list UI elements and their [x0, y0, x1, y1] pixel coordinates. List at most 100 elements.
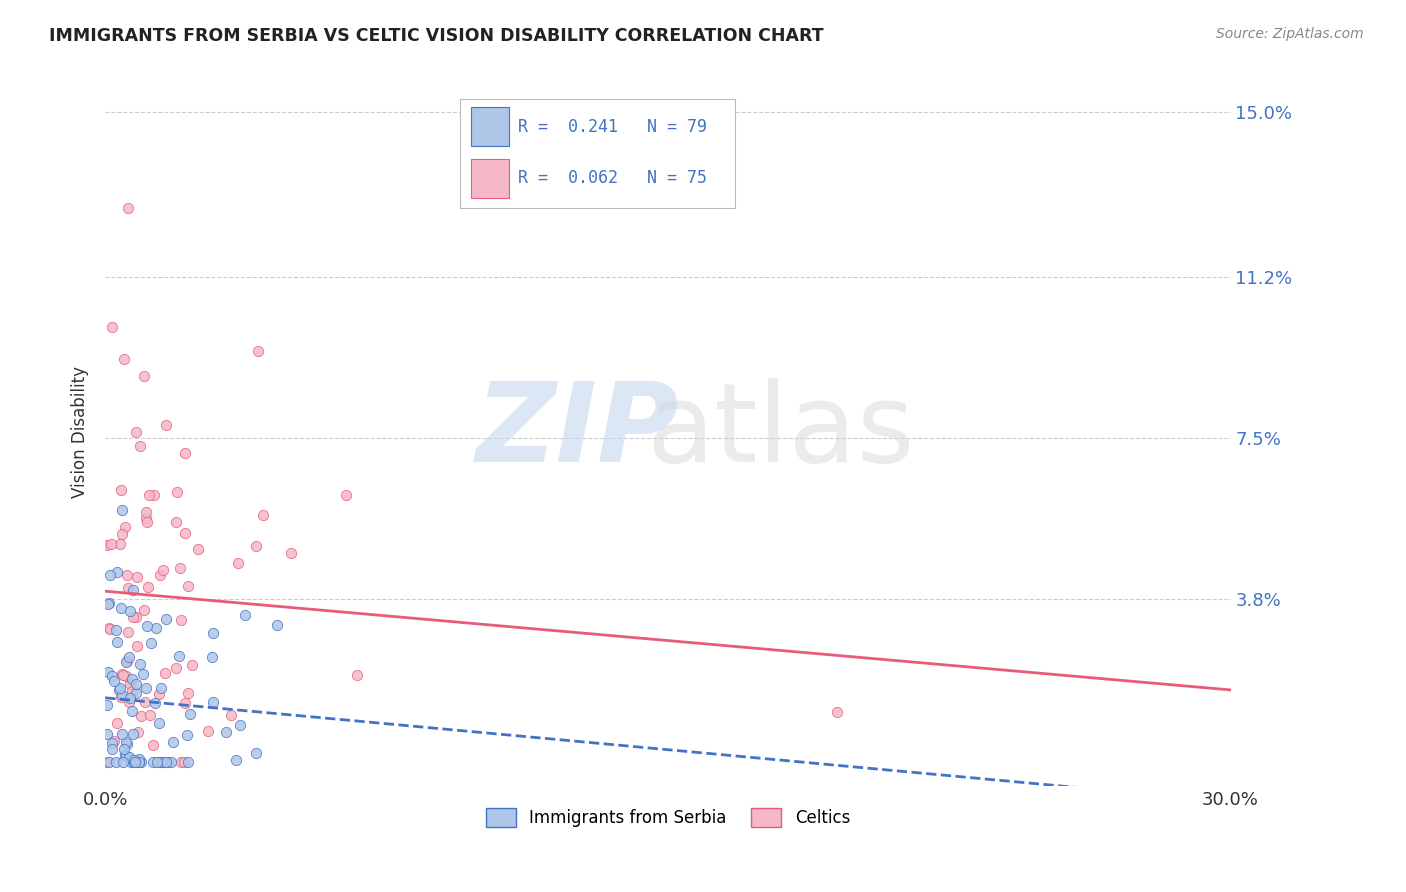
Point	[96, 698, 118, 712]
Point	[128, 755, 150, 769]
Point	[105, 715, 128, 730]
Point	[97, 597, 120, 611]
Point	[145, 622, 167, 636]
Point	[120, 755, 142, 769]
Point	[111, 727, 134, 741]
Point	[118, 677, 141, 691]
Legend: Immigrants from Serbia, Celtics: Immigrants from Serbia, Celtics	[479, 802, 856, 834]
Point	[111, 667, 134, 681]
Point	[169, 561, 191, 575]
Point	[124, 677, 146, 691]
Point	[105, 565, 128, 579]
Point	[152, 563, 174, 577]
Point	[134, 369, 156, 384]
Point	[115, 654, 138, 668]
Point	[346, 668, 368, 682]
Point	[148, 716, 170, 731]
Point	[129, 657, 152, 672]
Point	[120, 604, 142, 618]
Point	[266, 618, 288, 632]
Point	[135, 618, 157, 632]
Point	[110, 483, 132, 497]
Point	[117, 567, 139, 582]
Point	[103, 674, 125, 689]
Text: atlas: atlas	[647, 378, 915, 485]
Point	[245, 539, 267, 553]
Point	[96, 727, 118, 741]
Point	[122, 610, 145, 624]
Point	[149, 755, 172, 769]
Point	[105, 755, 128, 769]
Point	[134, 695, 156, 709]
Point	[142, 755, 165, 769]
Point	[149, 681, 172, 696]
Point	[118, 690, 141, 705]
Point	[118, 750, 141, 764]
Point	[115, 656, 138, 670]
Point	[97, 665, 120, 679]
Point	[146, 755, 169, 769]
Point	[112, 351, 135, 366]
Point	[98, 623, 121, 637]
Point	[134, 602, 156, 616]
Point	[167, 648, 190, 663]
Point	[177, 755, 200, 769]
Point	[122, 726, 145, 740]
Point	[127, 639, 149, 653]
Point	[97, 621, 120, 635]
Point	[125, 570, 148, 584]
Point	[135, 681, 157, 695]
Point	[280, 546, 302, 560]
Point	[201, 650, 224, 665]
Text: ZIP: ZIP	[477, 378, 679, 485]
Point	[117, 624, 139, 639]
Point	[124, 425, 146, 439]
Point	[170, 755, 193, 769]
Point	[173, 755, 195, 769]
Point	[229, 718, 252, 732]
Text: Source: ZipAtlas.com: Source: ZipAtlas.com	[1216, 27, 1364, 41]
Point	[187, 542, 209, 557]
Point	[98, 567, 121, 582]
Point	[245, 746, 267, 760]
Point	[166, 484, 188, 499]
Point	[121, 684, 143, 698]
Point	[152, 755, 174, 769]
Point	[135, 505, 157, 519]
Point	[129, 755, 152, 769]
Point	[122, 753, 145, 767]
Point	[110, 537, 132, 551]
Point	[115, 737, 138, 751]
Point	[197, 724, 219, 739]
Point	[135, 516, 157, 530]
Point	[97, 596, 120, 610]
Point	[176, 728, 198, 742]
Point	[124, 755, 146, 769]
Point	[122, 582, 145, 597]
Point	[148, 755, 170, 769]
Point	[103, 733, 125, 747]
Point	[233, 607, 256, 622]
Point	[108, 683, 131, 698]
Point	[335, 488, 357, 502]
Point	[252, 508, 274, 522]
Point	[101, 742, 124, 756]
Point	[173, 525, 195, 540]
Point	[96, 755, 118, 769]
Point	[135, 511, 157, 525]
Point	[202, 695, 225, 709]
Point	[156, 755, 179, 769]
Point	[96, 538, 118, 552]
Point	[226, 556, 249, 570]
Point	[121, 704, 143, 718]
Y-axis label: Vision Disability: Vision Disability	[72, 366, 89, 498]
Point	[115, 748, 138, 763]
Point	[125, 755, 148, 769]
Point	[139, 707, 162, 722]
Point	[202, 625, 225, 640]
Point	[247, 343, 270, 358]
Point	[124, 610, 146, 624]
Point	[139, 636, 162, 650]
Point	[128, 752, 150, 766]
Point	[165, 661, 187, 675]
